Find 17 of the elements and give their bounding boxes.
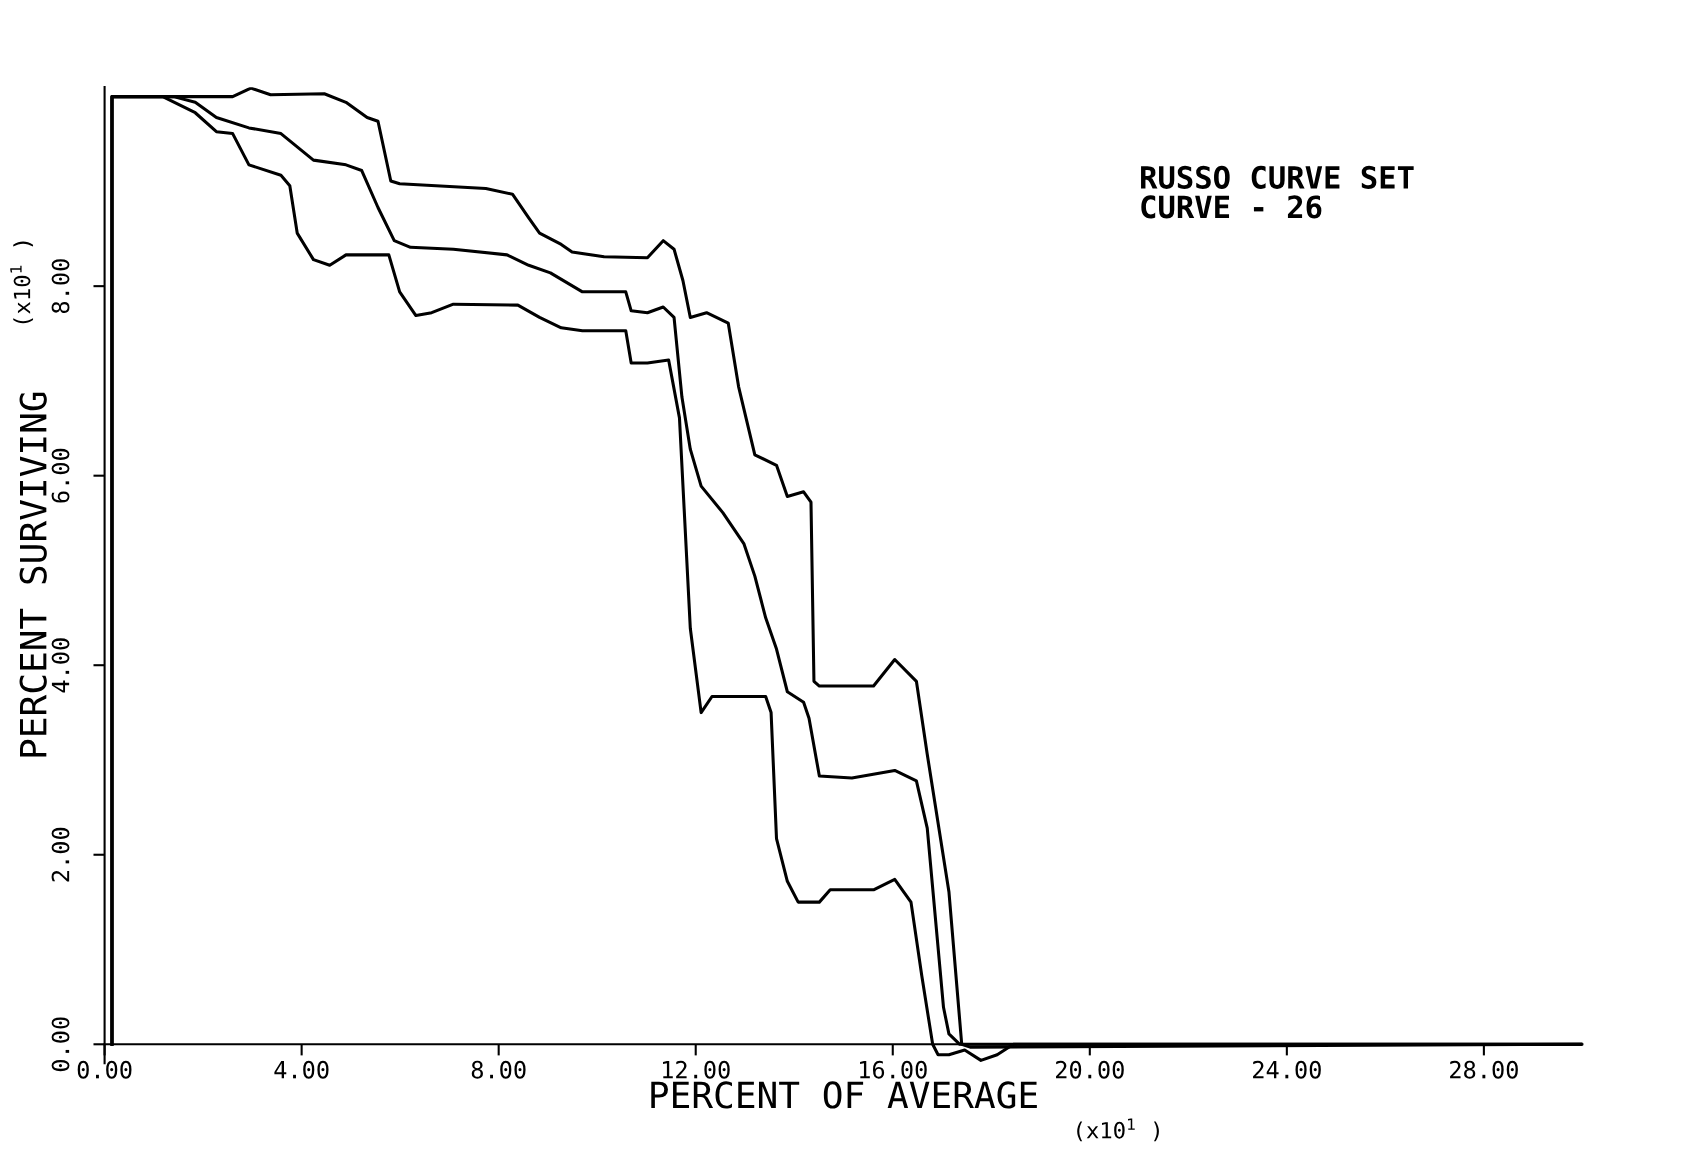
- x-tick-label: 4.00: [274, 1060, 329, 1079]
- y-tick-label: 6.00: [51, 448, 70, 503]
- x-axis-title: PERCENT OF AVERAGE: [651, 1081, 1037, 1109]
- y-tick-label: 4.00: [51, 638, 70, 693]
- text: (x10$^{1}$ ): [10, 241, 34, 324]
- y-axis-title: PERCENT SURVIVING: [19, 392, 47, 757]
- x-tick-label: 28.00: [1450, 1060, 1518, 1079]
- x-tick-label: 12.00: [663, 1060, 730, 1079]
- x-tick-label: 8.00: [471, 1060, 526, 1079]
- text: (x10$^{1}$ ): [1077, 1118, 1159, 1142]
- y-tick-label: 8.00: [51, 259, 70, 314]
- y-tick-label: 2.00: [51, 827, 70, 882]
- x-tick-label: 20.00: [1056, 1060, 1124, 1079]
- x-tick-label: 0.00: [77, 1060, 132, 1079]
- annotation: RUSSO CURVE SET CURVE - 26: [1141, 165, 1414, 219]
- x-tick-label: 16.00: [860, 1060, 927, 1079]
- x-tick-label: 24.00: [1253, 1060, 1321, 1079]
